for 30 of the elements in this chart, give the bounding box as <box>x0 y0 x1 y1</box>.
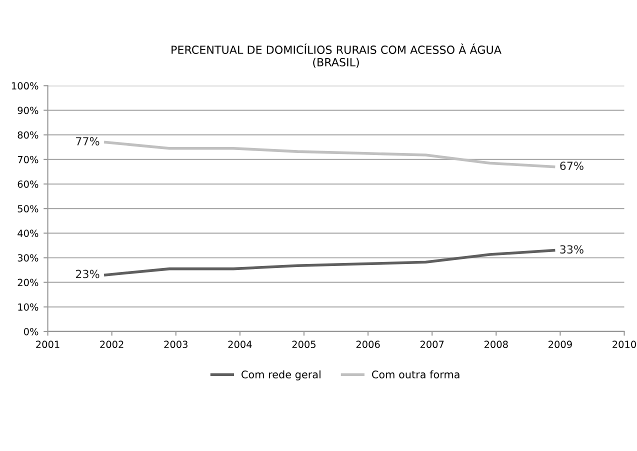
y-tick-label: 100% <box>12 82 38 90</box>
x-tick-label: 2001 <box>36 340 60 348</box>
x-tick-label: 2008 <box>484 340 508 348</box>
data-label: 33% <box>560 245 584 254</box>
data-label: 23% <box>76 270 100 278</box>
legend-label: Com outra forma <box>372 370 460 378</box>
y-tick-label: 90% <box>18 106 38 114</box>
chart-title: PERCENTUAL DE DOMICÍLIOS RURAIS COM ACESSO À ÁGUA (BRASIL) <box>172 44 502 68</box>
x-tick-label: 2007 <box>420 340 444 348</box>
x-tick-label: 2002 <box>100 340 124 348</box>
y-tick-label: 70% <box>18 156 38 164</box>
x-tick-label: 2003 <box>164 340 188 348</box>
y-tick-label: 80% <box>18 131 38 139</box>
x-tick-label: 2009 <box>548 340 572 348</box>
x-tick-label: 2005 <box>292 340 316 348</box>
x-tick-label: 2006 <box>356 340 380 348</box>
y-tick-label: 40% <box>18 230 38 237</box>
x-tick-label: 2010 <box>612 340 636 348</box>
y-tick-label: 20% <box>18 278 38 286</box>
line-series <box>104 248 556 276</box>
y-tick-label: 60% <box>18 180 38 188</box>
y-tick-label: 30% <box>18 254 38 262</box>
y-tick-label: 50% <box>18 205 38 212</box>
x-tick-label: 2004 <box>228 340 252 348</box>
y-tick-label: 0% <box>24 328 38 336</box>
y-tick-label: 10% <box>18 303 38 311</box>
line-series <box>104 140 556 168</box>
legend-label: Com rede geral <box>242 370 320 380</box>
data-label: 77% <box>76 137 100 146</box>
data-label: 67% <box>560 162 584 170</box>
